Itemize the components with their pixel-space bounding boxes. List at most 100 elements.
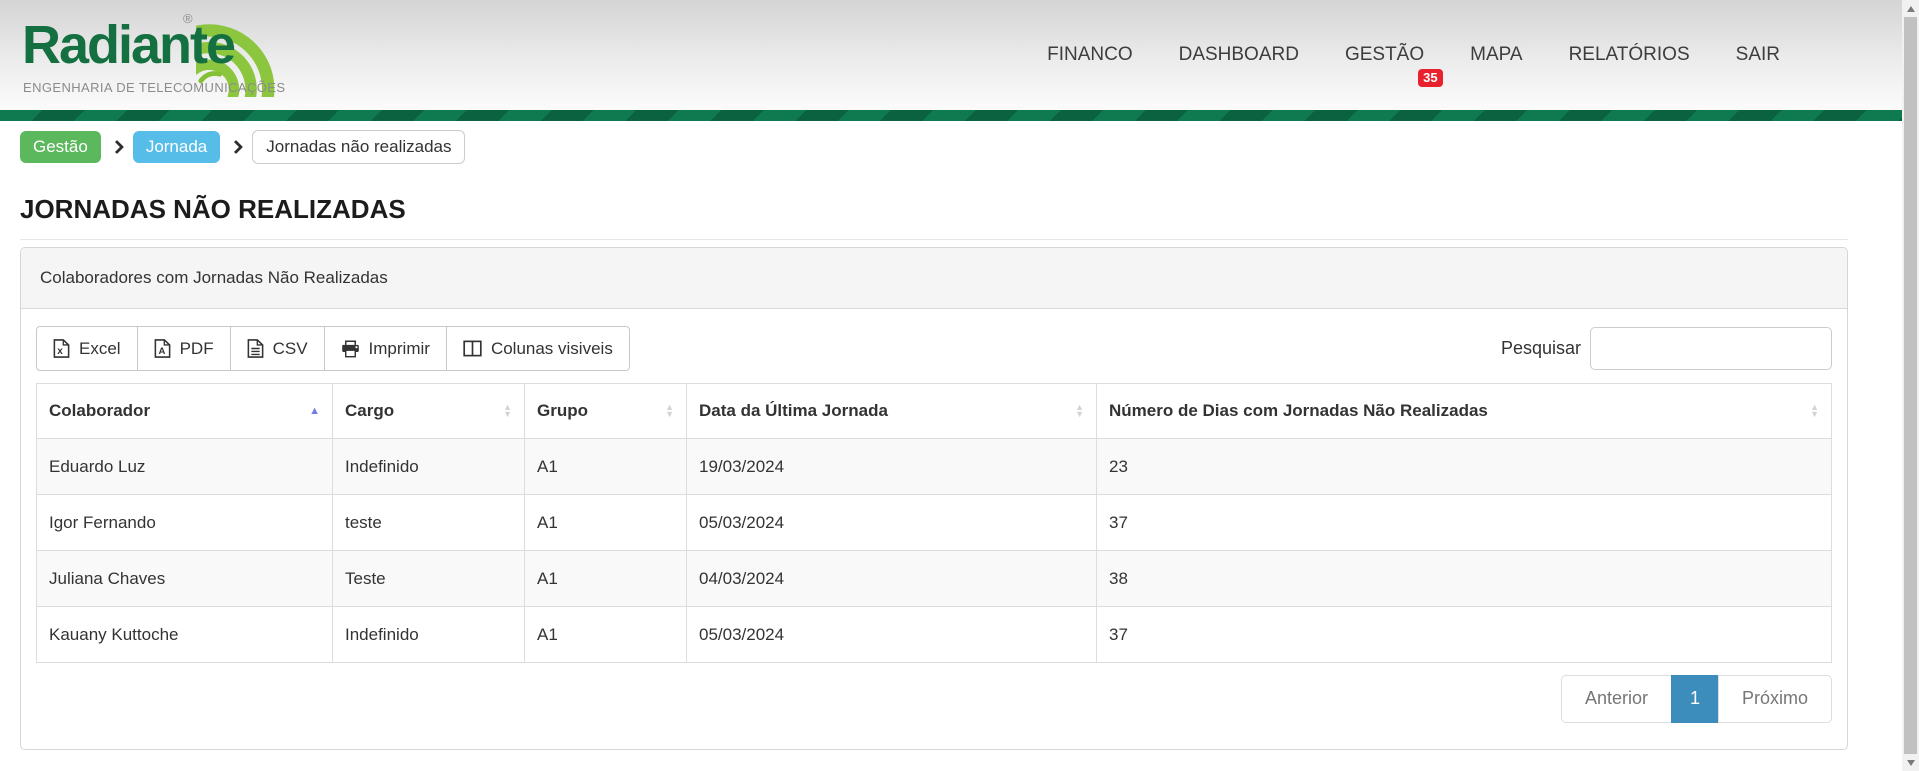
panel-jornadas: Colaboradores com Jornadas Não Realizada… (20, 247, 1848, 750)
table-body: Eduardo Luz Indefinido A1 19/03/2024 23 Igor … (36, 438, 1832, 664)
table-header-row: Colaborador▲▼Cargo▲▼Grupo▲▼Data da Últim… (36, 383, 1832, 440)
column-header-label: Data da Última Jornada (699, 401, 888, 421)
breadcrumb-item-jornada[interactable]: Jornada (132, 131, 221, 164)
nav-item-sair[interactable]: SAIR (1736, 44, 1780, 66)
search-input[interactable] (1590, 327, 1832, 371)
breadcrumb-item-gestao[interactable]: Gestão (20, 131, 101, 164)
sort-asc-icon: ▲▼ (309, 405, 320, 417)
main-nav: FINANCO DASHBOARD GESTÃO 35 MAPA RELATÓRIOS SA… (1047, 44, 1919, 88)
sort-up-arrow-icon: ▲ (503, 402, 512, 413)
radiante-logo[interactable]: ® Radiante ENGENHARIA DE TELECOMUNICAÇÕE… (0, 0, 330, 110)
nav-item-mapa[interactable]: MAPA (1470, 44, 1522, 66)
column-header-cargo[interactable]: Cargo ▲ ▼ (332, 383, 525, 440)
sort-icons: ▲ ▼ (1075, 402, 1084, 420)
cell-dias: 38 (1096, 550, 1832, 608)
export-button-label: PDF (179, 338, 214, 358)
vertical-scrollbar[interactable] (1902, 0, 1919, 771)
export-button-label: Imprimir (368, 338, 430, 358)
table-row: Juliana Chaves Teste A1 04/03/2024 38 (36, 550, 1832, 608)
table-toolbar: x Excel A PDF CSV Imprimir Colunas visiv… (36, 326, 1832, 372)
export-button-group: x Excel A PDF CSV Imprimir Colunas visiv… (36, 326, 630, 372)
registered-trademark: ® (183, 11, 193, 26)
export-button-label: Colunas visiveis (490, 338, 613, 358)
nav-item-label: MAPA (1470, 44, 1523, 65)
table-row: Eduardo Luz Indefinido A1 19/03/2024 23 (36, 438, 1832, 496)
imprimir-button[interactable]: Imprimir (323, 326, 447, 372)
scroll-up-arrow-icon[interactable] (1902, 0, 1919, 17)
breadcrumb-item-jornadas-nao-realizadas: Jornadas não realizadas (252, 130, 466, 165)
sort-icons: ▲ ▼ (503, 402, 512, 420)
nav-item-relatorios[interactable]: RELATÓRIOS (1569, 44, 1690, 66)
cell-dias: 23 (1096, 438, 1832, 496)
cell-cargo: Indefinido (332, 438, 525, 496)
jornadas-table: Colaborador▲▼Cargo▲▼Grupo▲▼Data da Últim… (36, 383, 1832, 664)
nav-item-label: RELATÓRIOS (1568, 44, 1690, 65)
printer-icon (341, 340, 359, 358)
pdf-button[interactable]: A PDF (136, 326, 231, 372)
table-row: Kauany Kuttoche Indefinido A1 05/03/2024 37 (36, 606, 1832, 664)
column-header-label: Número de Dias com Jornadas Não Realizad… (1109, 401, 1488, 421)
excel-file-icon: x (53, 339, 70, 359)
sort-down-arrow-icon: ▼ (665, 409, 674, 420)
cell-colaborador: Kauany Kuttoche (36, 606, 333, 664)
column-header-label: Grupo (537, 401, 588, 421)
sort-down-arrow-icon: ▼ (503, 409, 512, 420)
panel-heading: Colaboradores com Jornadas Não Realizada… (21, 248, 1847, 310)
next-page-button[interactable]: Próximo (1717, 675, 1832, 723)
column-header-colaborador[interactable]: Colaborador ▲▼ (36, 383, 333, 440)
main-content: Gestão Jornada Jornadas não realizadas JOR… (20, 130, 1848, 750)
cell-dias: 37 (1096, 494, 1832, 552)
logo-arcs-icon (196, 24, 275, 97)
sort-icons: ▲ ▼ (1810, 402, 1819, 420)
brand-name: Radiante (22, 15, 236, 75)
nav-item-label: DASHBOARD (1178, 44, 1299, 65)
nav-item-dashboard[interactable]: DASHBOARD (1179, 44, 1299, 66)
previous-page-button[interactable]: Anterior (1560, 675, 1672, 723)
csv-button[interactable]: CSV (229, 326, 325, 372)
column-header-numero-de-dias-com-jornadas-nao-realizadas[interactable]: Número de Dias com Jornadas Não Realizad… (1096, 383, 1832, 440)
cell-colaborador: Igor Fernando (36, 494, 333, 552)
nav-item-label: FINANCO (1047, 44, 1133, 65)
table-row: Igor Fernando teste A1 05/03/2024 37 (36, 494, 1832, 552)
search-label: Pesquisar (1500, 338, 1581, 359)
sort-down-arrow-icon: ▼ (1075, 409, 1084, 420)
page-1-button[interactable]: 1 (1670, 675, 1719, 723)
column-header-label: Cargo (345, 401, 395, 421)
chevron-right-icon (229, 140, 244, 155)
pdf-file-icon: A (154, 339, 170, 359)
cell-cargo: Indefinido (332, 606, 525, 664)
green-stripe-band (0, 110, 1919, 121)
sort-up-arrow-icon: ▲ (1075, 402, 1084, 413)
csv-file-icon (247, 339, 263, 359)
scrollbar-thumb[interactable] (1904, 17, 1917, 754)
cell-grupo: A1 (524, 494, 687, 552)
sort-up-arrow-icon: ▲ (1810, 402, 1819, 413)
nav-item-gestao[interactable]: GESTÃO 35 (1345, 44, 1443, 88)
title-divider (20, 239, 1848, 241)
cell-grupo: A1 (524, 606, 687, 664)
sort-down-arrow-icon: ▼ (1810, 409, 1819, 420)
search-box: Pesquisar (1500, 327, 1832, 371)
sort-icons: ▲ ▼ (665, 402, 674, 420)
excel-button[interactable]: x Excel (36, 326, 138, 372)
sort-up-arrow-icon: ▲ (665, 402, 674, 413)
top-header: ® Radiante ENGENHARIA DE TELECOMUNICAÇÕE… (0, 0, 1919, 110)
nav-item-financo[interactable]: FINANCO (1047, 44, 1133, 66)
cell-data-ultima-jornada: 19/03/2024 (686, 438, 1097, 496)
scroll-down-arrow-icon[interactable] (1902, 754, 1919, 771)
column-header-label: Colaborador (49, 401, 151, 421)
pagination: Anterior 1 Próximo (36, 675, 1832, 723)
colunas-visiveis-button[interactable]: Colunas visiveis (445, 326, 630, 372)
cell-cargo: Teste (332, 550, 525, 608)
panel-body: x Excel A PDF CSV Imprimir Colunas visiv… (21, 309, 1847, 749)
column-header-grupo[interactable]: Grupo ▲ ▼ (524, 383, 687, 440)
page-title: JORNADAS NÃO REALIZADAS (20, 194, 406, 225)
brand-tagline: ENGENHARIA DE TELECOMUNICAÇÕES (23, 80, 286, 95)
breadcrumb: Gestão Jornada Jornadas não realizadas (20, 130, 1848, 165)
column-header-data-da-ultima-jornada[interactable]: Data da Última Jornada ▲ ▼ (686, 383, 1097, 440)
columns-icon (463, 340, 482, 357)
chevron-right-icon (109, 140, 124, 155)
nav-item-label: SAIR (1735, 44, 1780, 65)
cell-data-ultima-jornada: 05/03/2024 (686, 494, 1097, 552)
cell-data-ultima-jornada: 04/03/2024 (686, 550, 1097, 608)
